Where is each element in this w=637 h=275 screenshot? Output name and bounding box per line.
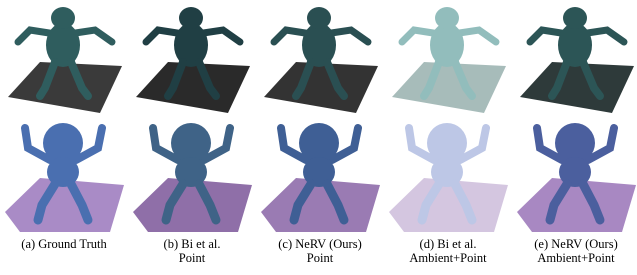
- creature-body: [302, 23, 336, 67]
- creature-body: [46, 23, 80, 67]
- creature-body: [430, 23, 464, 67]
- creature-head: [179, 7, 203, 29]
- creature-head: [307, 7, 331, 29]
- figure: (a) Ground Truth(b) Bi et al.Point(c) Ne…: [0, 0, 637, 275]
- creature-head: [51, 7, 75, 29]
- caption: Point: [179, 251, 206, 265]
- caption: Ambient+Point: [409, 251, 487, 265]
- creature-body: [174, 23, 208, 67]
- caption: (a) Ground Truth: [21, 237, 107, 251]
- caption: Ambient+Point: [537, 251, 615, 265]
- caption: (c) NeRV (Ours): [278, 237, 361, 251]
- caption: (e) NeRV (Ours): [534, 237, 617, 251]
- caption: (d) Bi et al.: [420, 237, 477, 251]
- creature-head: [563, 7, 587, 29]
- caption: (b) Bi et al.: [164, 237, 221, 251]
- creature-body: [558, 23, 592, 67]
- creature-head: [435, 7, 459, 29]
- caption: Point: [307, 251, 334, 265]
